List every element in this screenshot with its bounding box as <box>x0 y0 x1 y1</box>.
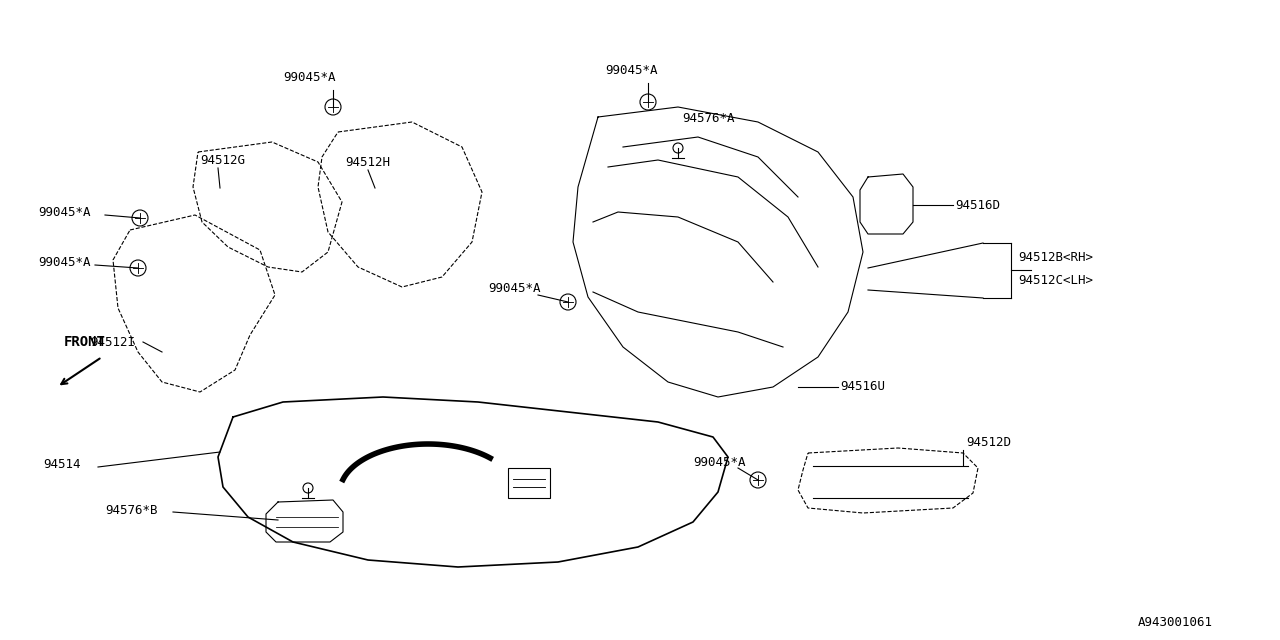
Text: 94576*B: 94576*B <box>105 504 157 516</box>
Text: 99045*A: 99045*A <box>692 456 745 468</box>
Text: 94514: 94514 <box>44 458 81 470</box>
Text: 94576*A: 94576*A <box>682 111 735 125</box>
Text: 94512B<RH>: 94512B<RH> <box>1018 250 1093 264</box>
Bar <box>508 468 550 498</box>
Text: 94516D: 94516D <box>955 198 1000 211</box>
Text: FRONT: FRONT <box>64 335 106 349</box>
Text: 94512I: 94512I <box>90 335 134 349</box>
Text: 94512H: 94512H <box>346 156 390 168</box>
Text: 94516U: 94516U <box>840 381 884 394</box>
Text: 99045*A: 99045*A <box>605 63 658 77</box>
Text: 99045*A: 99045*A <box>38 255 91 269</box>
Text: A943001061: A943001061 <box>1138 616 1213 628</box>
Text: 99045*A: 99045*A <box>488 282 540 294</box>
Text: 94512D: 94512D <box>966 436 1011 449</box>
Text: 99045*A: 99045*A <box>283 70 335 83</box>
Text: 94512G: 94512G <box>200 154 244 166</box>
Text: 99045*A: 99045*A <box>38 205 91 218</box>
Text: 94512C<LH>: 94512C<LH> <box>1018 273 1093 287</box>
